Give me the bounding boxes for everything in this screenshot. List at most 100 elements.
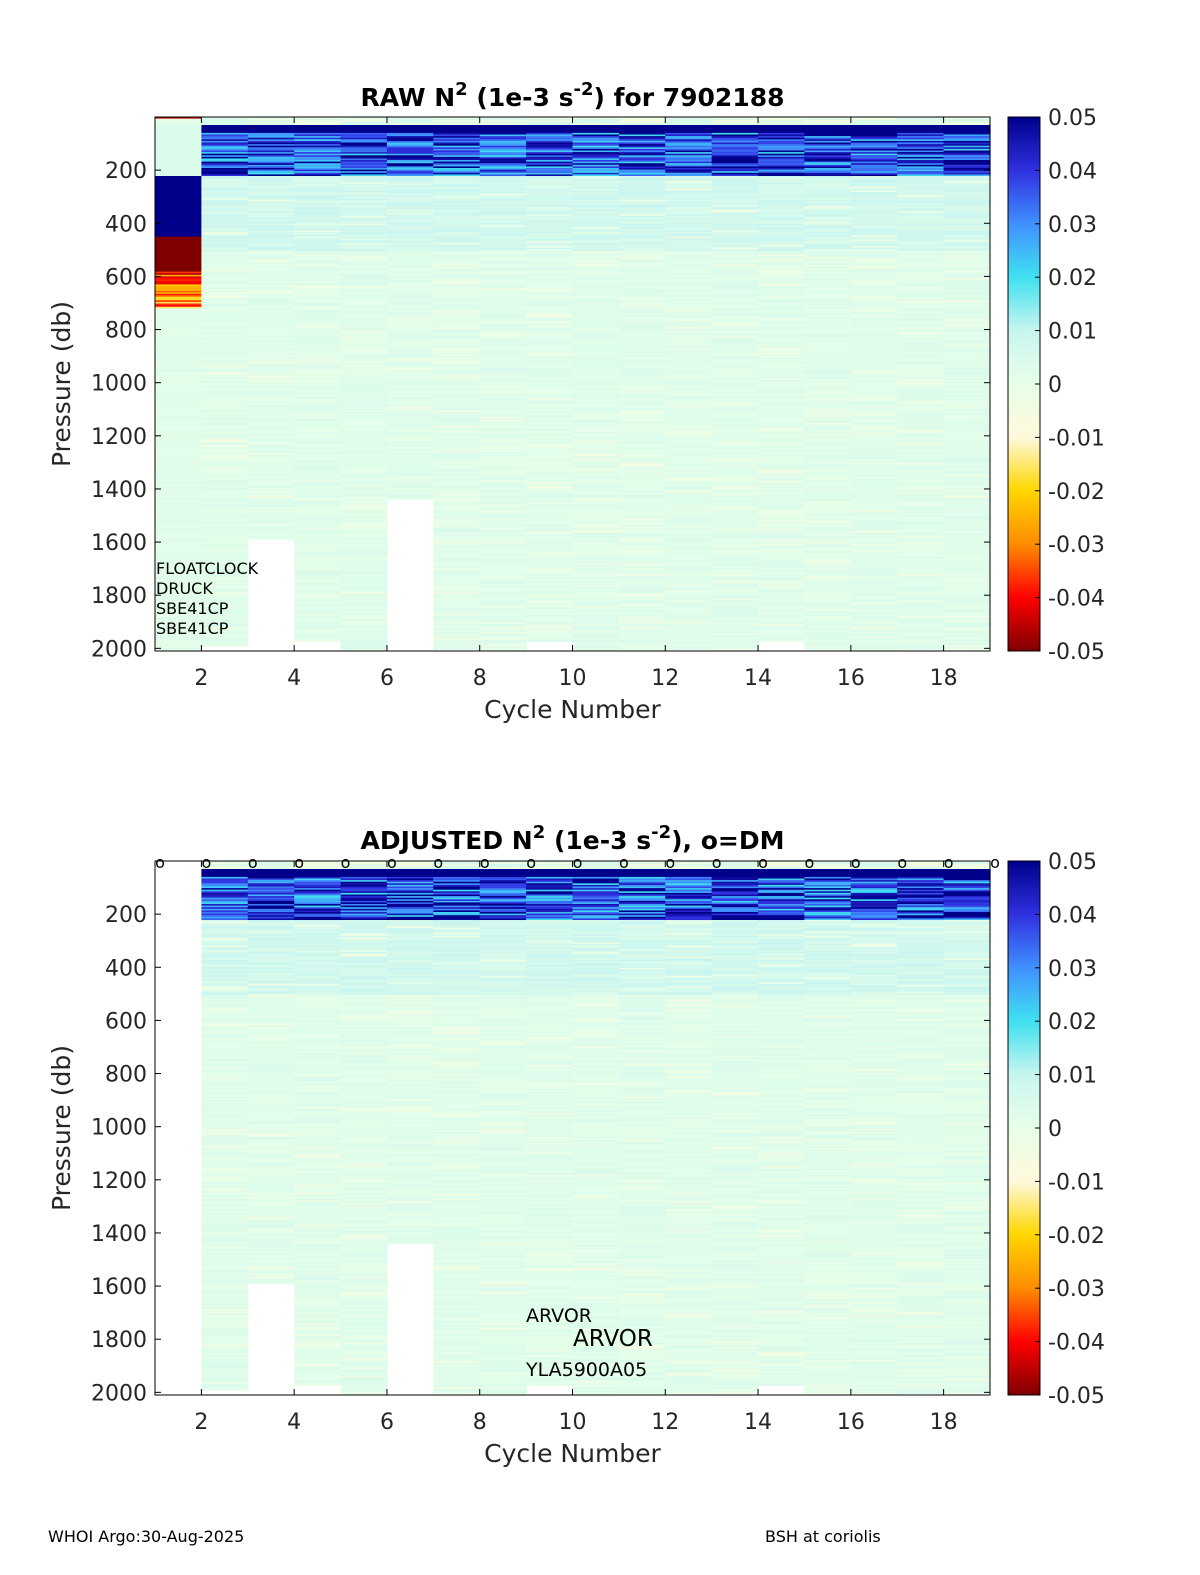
colorbar-tick-label: 0.01 <box>1048 320 1097 345</box>
colorbar-tick-label: 0.04 <box>1048 159 1097 184</box>
cycle-column-12 <box>665 861 713 1394</box>
colorbar-tick-label: -0.04 <box>1048 587 1105 612</box>
heatmap-cells <box>155 117 991 652</box>
x-tick-label: 2 <box>194 1410 208 1435</box>
cycle-column-7 <box>433 117 481 650</box>
cycle-column-12 <box>665 117 713 650</box>
title-part: ), o=DM <box>671 826 784 855</box>
y-tick-label: 1000 <box>91 1116 147 1141</box>
cycle-column-10 <box>572 117 620 652</box>
x-tick-label: 6 <box>380 1410 394 1435</box>
cycle-column-11 <box>618 861 666 1396</box>
x-tick-label: 8 <box>473 666 487 691</box>
dm-marker: o <box>573 853 583 872</box>
sensor-annotation: FLOATCLOCK <box>156 559 259 578</box>
colorbar-tick-label: -0.05 <box>1048 1384 1105 1409</box>
cycle-column-13 <box>711 117 759 650</box>
float-annotation: ARVOR <box>573 1326 653 1352</box>
y-axis-label: Pressure (db) <box>47 301 76 467</box>
cycle-column-16 <box>850 861 898 1396</box>
cycle-column-4 <box>294 117 342 642</box>
title-superscript: 2 <box>455 79 468 100</box>
colorbar-tick-label: -0.02 <box>1048 1224 1105 1249</box>
cycle-column-2 <box>201 861 249 1391</box>
cycle-column-17 <box>897 861 945 1394</box>
x-tick-label: 14 <box>744 666 772 691</box>
x-tick-label: 14 <box>744 1410 772 1435</box>
colorbar-tick-label: 0.04 <box>1048 903 1097 928</box>
cycle-column-18 <box>943 117 991 650</box>
title-part: (1e-3 s <box>545 826 651 855</box>
x-tick-label: 18 <box>930 666 958 691</box>
colorbar-tick-label: 0 <box>1048 1117 1062 1142</box>
x-axis-label: Cycle Number <box>484 695 661 724</box>
footer-right: BSH at coriolis <box>765 1527 881 1546</box>
dm-marker: o <box>619 853 629 872</box>
y-axis-label: Pressure (db) <box>47 1045 76 1211</box>
title-part: ) for 7902188 <box>594 83 785 112</box>
y-tick-label: 1800 <box>91 1328 147 1353</box>
y-tick-label: 1600 <box>91 1275 147 1300</box>
dm-marker: o <box>433 853 443 872</box>
y-tick-label: 2000 <box>91 637 147 662</box>
x-tick-label: 10 <box>559 666 587 691</box>
dm-marker: o <box>805 853 815 872</box>
x-tick-label: 16 <box>837 666 865 691</box>
colorbar: 0.05 0.04 0.03 0.02 0.01 0 -0.01 -0.02 -0.03 -0.0… <box>1007 106 1105 665</box>
chart-title: RAW N2 (1e-3 s-2) for 7902188 <box>360 79 784 112</box>
x-tick-label: 2 <box>194 666 208 691</box>
cycle-column-14 <box>758 117 806 642</box>
cycle-column-1 <box>155 117 202 652</box>
chart-title: ADJUSTED N2 (1e-3 s-2), o=DM <box>361 822 785 855</box>
x-tick-label: 16 <box>837 1410 865 1435</box>
x-tick-label: 18 <box>930 1410 958 1435</box>
cycle-column-7 <box>433 861 481 1394</box>
y-tick-label: 600 <box>105 265 147 290</box>
cycle-column-15 <box>804 861 852 1394</box>
heatmap-cells <box>201 861 991 1396</box>
colorbar-tick-label: -0.04 <box>1048 1331 1105 1356</box>
cycle-column-6 <box>386 117 434 500</box>
y-tick-label: 1600 <box>91 531 147 556</box>
cycle-column-8 <box>479 117 527 652</box>
colorbar-tick-label: 0.03 <box>1048 957 1097 982</box>
y-tick-label: 400 <box>105 956 147 981</box>
y-tick-label: 200 <box>105 159 147 184</box>
dm-marker: o <box>155 853 165 872</box>
y-tick-label: 800 <box>105 319 147 344</box>
x-tick-label: 6 <box>380 666 394 691</box>
dm-marker: o <box>897 853 907 872</box>
dm-marker: o <box>294 853 304 872</box>
adjusted-n2-panel: 200 400 600 800 1000 1200 1400 1600 1800 2000 2 4 6 8… <box>47 822 1105 1468</box>
colorbar-tick-label: 0 <box>1048 373 1062 398</box>
cycle-column-4 <box>294 861 342 1386</box>
colorbar-tick-label: 0.02 <box>1048 1010 1097 1035</box>
colorbar-gradient <box>1007 860 1041 1396</box>
cycle-column-16 <box>850 117 898 652</box>
dm-marker: o <box>758 853 768 872</box>
cycle-column-9 <box>526 117 574 642</box>
title-part: RAW N <box>360 83 455 112</box>
cycle-column-5 <box>340 117 388 652</box>
x-tick-label: 10 <box>559 1410 587 1435</box>
dm-marker: o <box>990 853 1000 872</box>
y-tick-label: 1400 <box>91 478 147 503</box>
cycle-column-10 <box>572 861 620 1396</box>
dm-marker: o <box>851 853 861 872</box>
footer-left: WHOI Argo:30-Aug-2025 <box>48 1527 245 1546</box>
x-tick-label: 4 <box>287 666 301 691</box>
colorbar-tick-label: -0.01 <box>1048 1170 1105 1195</box>
cycle-column-2 <box>201 117 249 647</box>
y-tick-label: 400 <box>105 212 147 237</box>
colorbar-tick-label: 0.05 <box>1048 106 1097 131</box>
colorbar-tick-label: -0.02 <box>1048 480 1105 505</box>
sensor-annotation: DRUCK <box>156 579 213 598</box>
cycle-column-6 <box>386 861 434 1244</box>
dm-marker: o <box>248 853 258 872</box>
title-superscript: -2 <box>574 79 594 100</box>
y-axis: 200 400 600 800 1000 1200 1400 1600 1800 2000 <box>91 903 990 1406</box>
cycle-column-15 <box>804 117 852 650</box>
